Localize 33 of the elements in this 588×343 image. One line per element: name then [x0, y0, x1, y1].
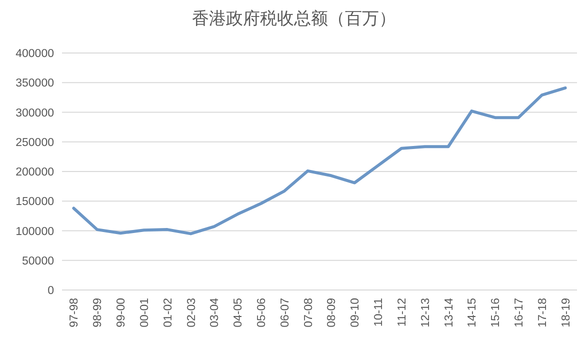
y-tick-label: 150000 [16, 196, 54, 208]
x-tick-label: 97-98 [68, 298, 81, 328]
x-tick-label: 11-12 [396, 298, 408, 327]
line-series [72, 86, 567, 236]
chart-title: 香港政府税收总额（百万） [192, 9, 396, 29]
x-tick-label: 01-02 [162, 298, 174, 328]
x-tick-label: 03-04 [209, 297, 222, 328]
x-tick-label: 06-07 [279, 298, 292, 328]
x-tick-label: 15-16 [490, 298, 502, 328]
y-tick-label: 200000 [16, 166, 54, 178]
y-tick-label: 400000 [16, 48, 54, 60]
x-tick-label: 05-06 [256, 298, 268, 328]
x-tick-label: 09-10 [350, 298, 362, 328]
y-tick-label: 0 [48, 285, 54, 297]
y-tick-label: 250000 [16, 136, 54, 149]
x-tick-label: 00-01 [138, 298, 151, 328]
y-tick-label: 300000 [16, 107, 54, 120]
x-tick-label: 14-15 [466, 298, 479, 328]
x-tick-label: 02-03 [186, 298, 198, 328]
x-tick-label: 16-17 [513, 298, 526, 328]
x-tick-label: 10-11 [373, 298, 386, 327]
x-tick-label: 12-13 [420, 298, 432, 328]
x-tick-label: 04-05 [232, 298, 245, 328]
x-tick-label: 13-14 [443, 297, 456, 328]
x-tick-label: 08-09 [326, 298, 338, 328]
y-tick-label: 50000 [22, 255, 54, 268]
x-tick-label: 98-99 [92, 298, 104, 328]
x-tick-label: 07-08 [302, 298, 315, 328]
y-tick-label: 100000 [16, 226, 54, 238]
x-tick-label: 99-00 [116, 298, 128, 328]
x-tick-label: 17-18 [536, 298, 549, 328]
y-tick-label: 350000 [16, 78, 54, 90]
x-tick-label: 18-19 [560, 298, 572, 328]
